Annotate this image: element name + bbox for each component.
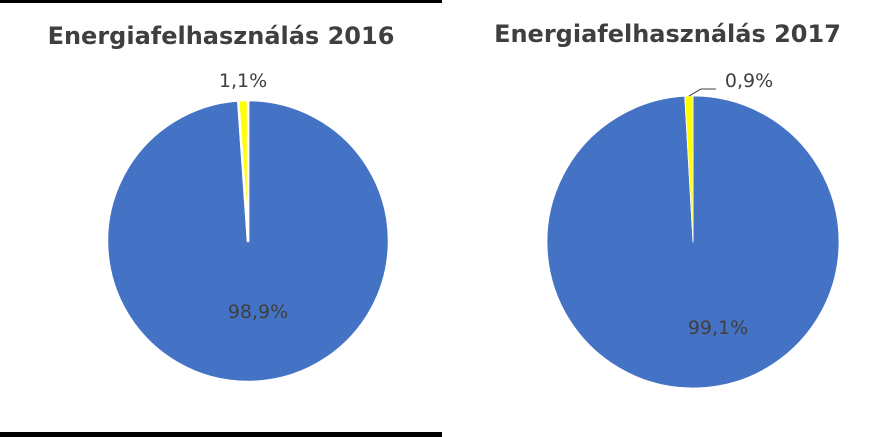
bottom-border-line: [0, 432, 442, 437]
leader-line-1: [688, 88, 716, 97]
pie-slice-0-1: [237, 98, 250, 243]
data-label-0-1: 1,1%: [219, 70, 267, 92]
data-label-1-0: 99,1%: [688, 317, 748, 339]
chart-2016: Energiafelhasználás 2016 98,9% 1,1%: [0, 0, 442, 437]
pie-chart-2016: 98,9% 1,1%: [105, 70, 391, 384]
chart-title-2016: Energiafelhasználás 2016: [47, 22, 395, 50]
chart-2017: Energiafelhasználás 2017 99,1% 0,9%: [460, 0, 875, 437]
data-label-0-0: 98,9%: [228, 301, 288, 323]
chart-title-2017: Energiafelhasználás 2017: [494, 20, 841, 48]
data-label-1-1: 0,9%: [725, 70, 773, 92]
pie-chart-2017: 99,1% 0,9%: [546, 70, 840, 389]
top-border-line: [0, 0, 442, 3]
pie-slice-1-1: [684, 95, 694, 243]
